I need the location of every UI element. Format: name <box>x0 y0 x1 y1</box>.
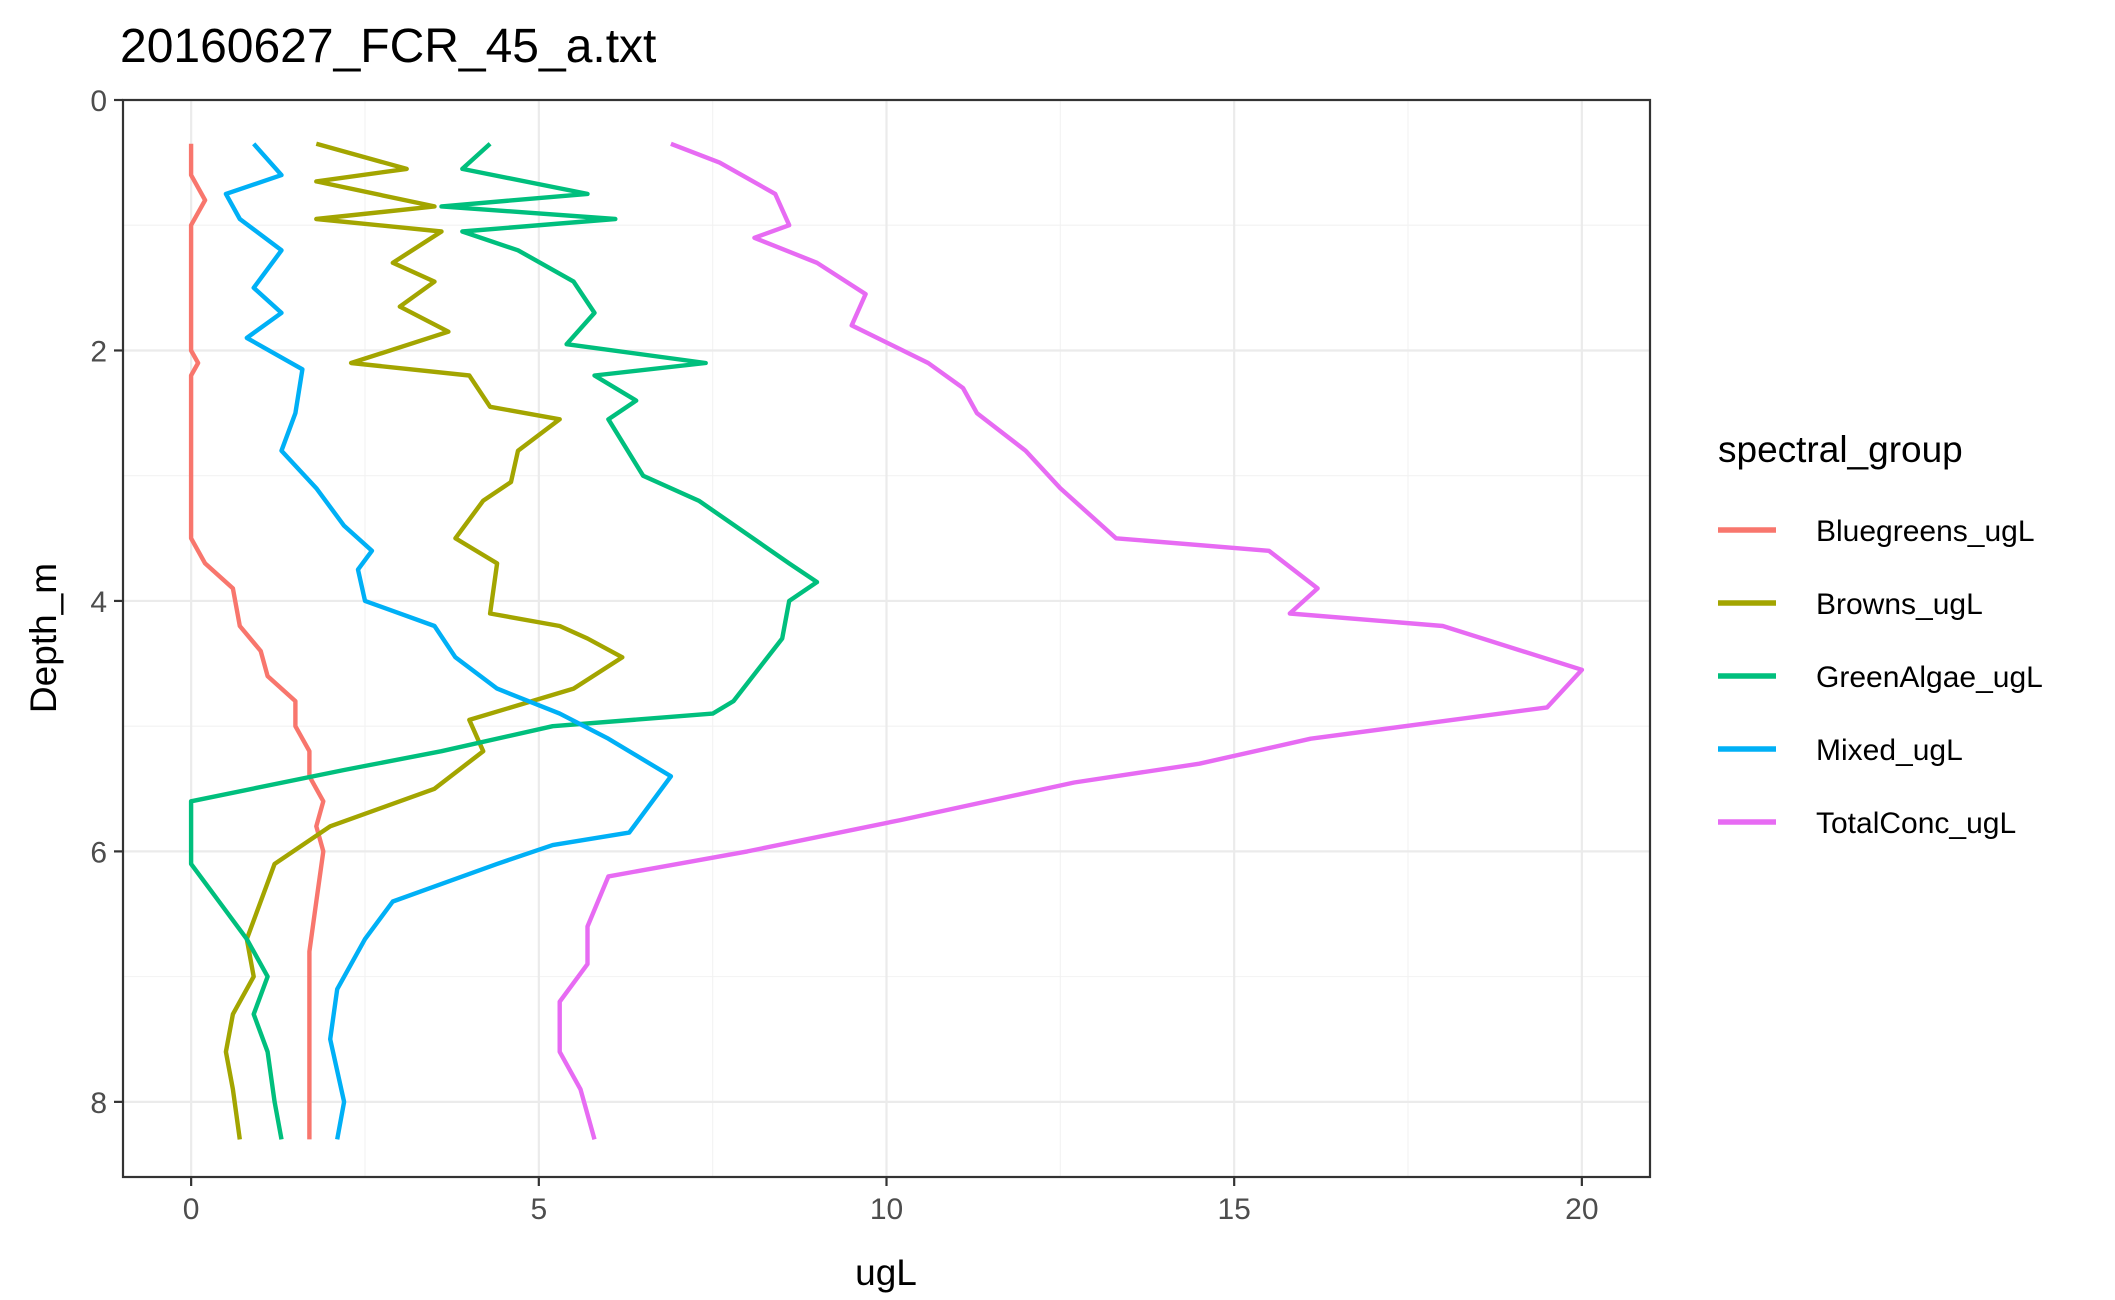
plot-panel <box>121 98 1652 1179</box>
x-axis: 0 5 10 15 20 <box>183 1177 1599 1226</box>
y-tick-label: 6 <box>90 836 107 869</box>
x-tick-label: 0 <box>183 1193 200 1226</box>
x-axis-title: ugL <box>855 1252 917 1293</box>
y-tick-label: 2 <box>90 335 107 368</box>
legend-title: spectral_group <box>1718 429 1963 470</box>
legend-label-Bluegreens_ugL: Bluegreens_ugL <box>1816 515 2035 548</box>
x-tick-label: 10 <box>870 1193 903 1226</box>
series-line-Browns_ugL <box>223 141 625 1140</box>
legend-label-TotalConc_ugL: TotalConc_ugL <box>1816 807 2016 840</box>
legend-label-Mixed_ugL: Mixed_ugL <box>1816 734 1963 767</box>
x-tick-label: 15 <box>1217 1193 1250 1226</box>
major-gridlines <box>123 98 1650 1177</box>
series-line-GreenAlgae_ugL <box>188 142 820 1140</box>
series-line-Mixed_ugL <box>223 142 674 1140</box>
y-tick-label: 4 <box>90 586 107 619</box>
y-axis-title: Depth_m <box>23 563 64 713</box>
y-tick-label: 8 <box>90 1087 107 1120</box>
legend-label-Browns_ugL: Browns_ugL <box>1816 588 1983 621</box>
legend: spectral_group Bluegreens_ugL Browns_ugL G… <box>1718 429 2043 840</box>
legend-items: Bluegreens_ugL Browns_ugL GreenAlgae_ugL Mi… <box>1718 515 2043 840</box>
series-line-Bluegreens_ugL <box>188 143 326 1140</box>
series-line-TotalConc_ugL <box>557 141 1585 1140</box>
legend-label-GreenAlgae_ugL: GreenAlgae_ugL <box>1816 661 2043 694</box>
y-axis: 0 2 4 6 8 <box>90 85 123 1120</box>
chart-title: 20160627_FCR_45_a.txt <box>120 20 656 73</box>
x-tick-label: 20 <box>1565 1193 1598 1226</box>
series-lines <box>188 141 1585 1140</box>
x-tick-label: 5 <box>530 1193 547 1226</box>
y-tick-label: 0 <box>90 85 107 118</box>
